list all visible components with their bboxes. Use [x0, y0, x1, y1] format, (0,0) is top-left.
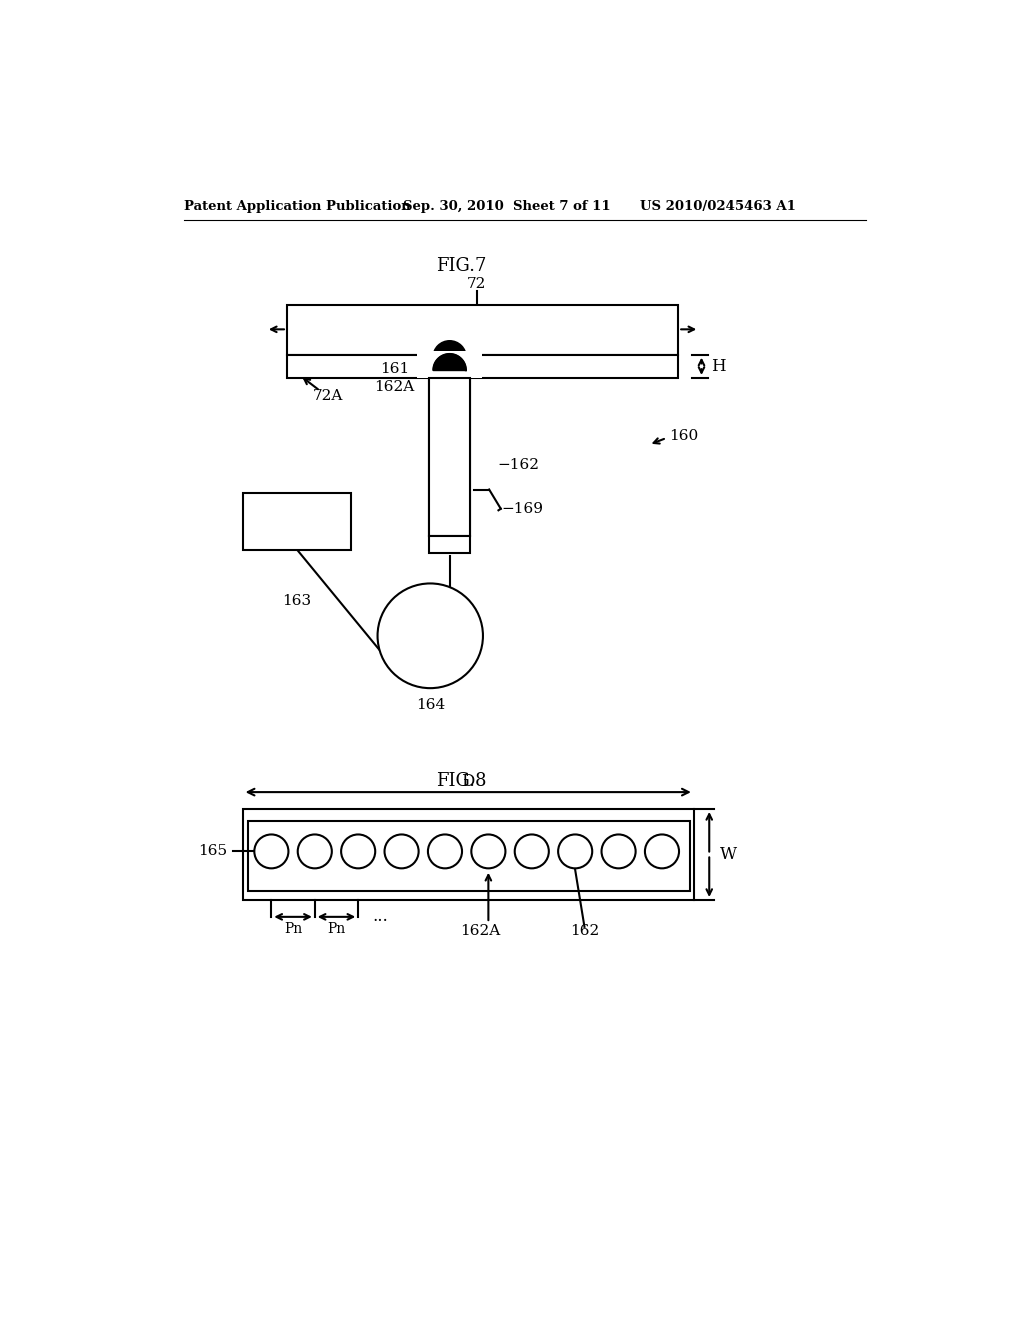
Text: FIG.8: FIG.8 — [436, 772, 486, 789]
Text: Patent Application Publication: Patent Application Publication — [183, 199, 411, 213]
Ellipse shape — [433, 341, 466, 374]
Text: 165: 165 — [198, 845, 227, 858]
Polygon shape — [433, 354, 466, 370]
Text: US 2010/0245463 A1: US 2010/0245463 A1 — [640, 199, 796, 213]
Text: 161: 161 — [380, 362, 410, 376]
Circle shape — [378, 583, 483, 688]
Text: −169: −169 — [502, 502, 544, 516]
Text: 162A: 162A — [461, 924, 501, 937]
Bar — [417, 351, 482, 378]
Text: 164: 164 — [416, 698, 444, 711]
Circle shape — [471, 834, 506, 869]
Text: FIG.7: FIG.7 — [436, 257, 486, 275]
Bar — [243, 494, 351, 549]
Circle shape — [601, 834, 636, 869]
Circle shape — [385, 834, 419, 869]
Text: W: W — [720, 846, 737, 863]
Text: 163: 163 — [283, 594, 311, 609]
Circle shape — [298, 834, 332, 869]
Circle shape — [428, 834, 462, 869]
Circle shape — [341, 834, 375, 869]
Bar — [248, 821, 690, 891]
Text: ...: ... — [372, 908, 388, 925]
Bar — [287, 355, 678, 378]
Bar — [429, 378, 470, 536]
Bar — [243, 809, 693, 900]
Circle shape — [645, 834, 679, 869]
Text: Pn: Pn — [328, 923, 346, 936]
Circle shape — [558, 834, 592, 869]
Bar — [429, 536, 470, 553]
Bar — [287, 305, 678, 355]
Text: 162: 162 — [569, 924, 599, 937]
Text: D: D — [462, 772, 475, 789]
Text: H: H — [711, 358, 725, 375]
Text: −162: −162 — [498, 458, 540, 471]
Text: 162A: 162A — [375, 380, 415, 395]
Circle shape — [254, 834, 289, 869]
Text: Sep. 30, 2010  Sheet 7 of 11: Sep. 30, 2010 Sheet 7 of 11 — [403, 199, 610, 213]
Text: Pn: Pn — [284, 923, 302, 936]
Text: 72: 72 — [467, 277, 486, 290]
Bar — [429, 378, 470, 536]
Text: 160: 160 — [669, 429, 698, 442]
Text: 72A: 72A — [312, 388, 343, 403]
Circle shape — [515, 834, 549, 869]
